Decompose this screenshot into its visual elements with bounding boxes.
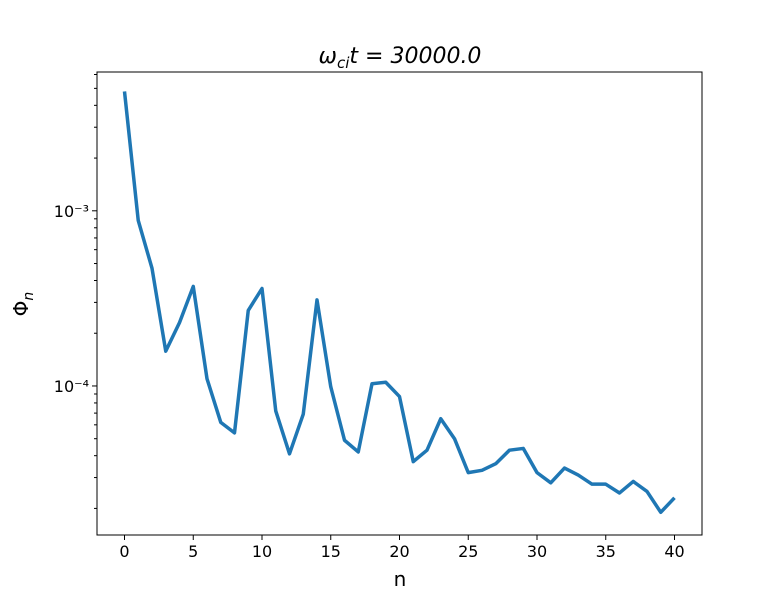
y-label-subscript: n — [21, 292, 37, 301]
x-tick-label: 40 — [664, 542, 684, 561]
x-tick-label: 10 — [252, 542, 272, 561]
chart-title: ωcit = 30000.0 — [319, 44, 482, 72]
x-tick-label: 15 — [321, 542, 341, 561]
x-tick-label: 0 — [119, 542, 129, 561]
title-rest: t = 30000.0 — [349, 44, 481, 69]
x-tick-label: 30 — [527, 542, 547, 561]
title-symbol: ω — [319, 44, 337, 69]
x-tick-label: 20 — [389, 542, 409, 561]
y-tick-label: 10⁻³ — [54, 202, 89, 221]
x-tick-label: 5 — [188, 542, 198, 561]
title-subscript: ci — [337, 54, 350, 72]
y-tick-label: 10⁻⁴ — [54, 377, 89, 396]
x-axis-label: n — [394, 567, 407, 591]
data-line — [122, 91, 676, 515]
y-label-symbol: Φ — [9, 301, 33, 317]
x-tick-label: 25 — [458, 542, 478, 561]
y-axis-label: Φn — [9, 292, 37, 317]
x-tick-label: 35 — [596, 542, 616, 561]
